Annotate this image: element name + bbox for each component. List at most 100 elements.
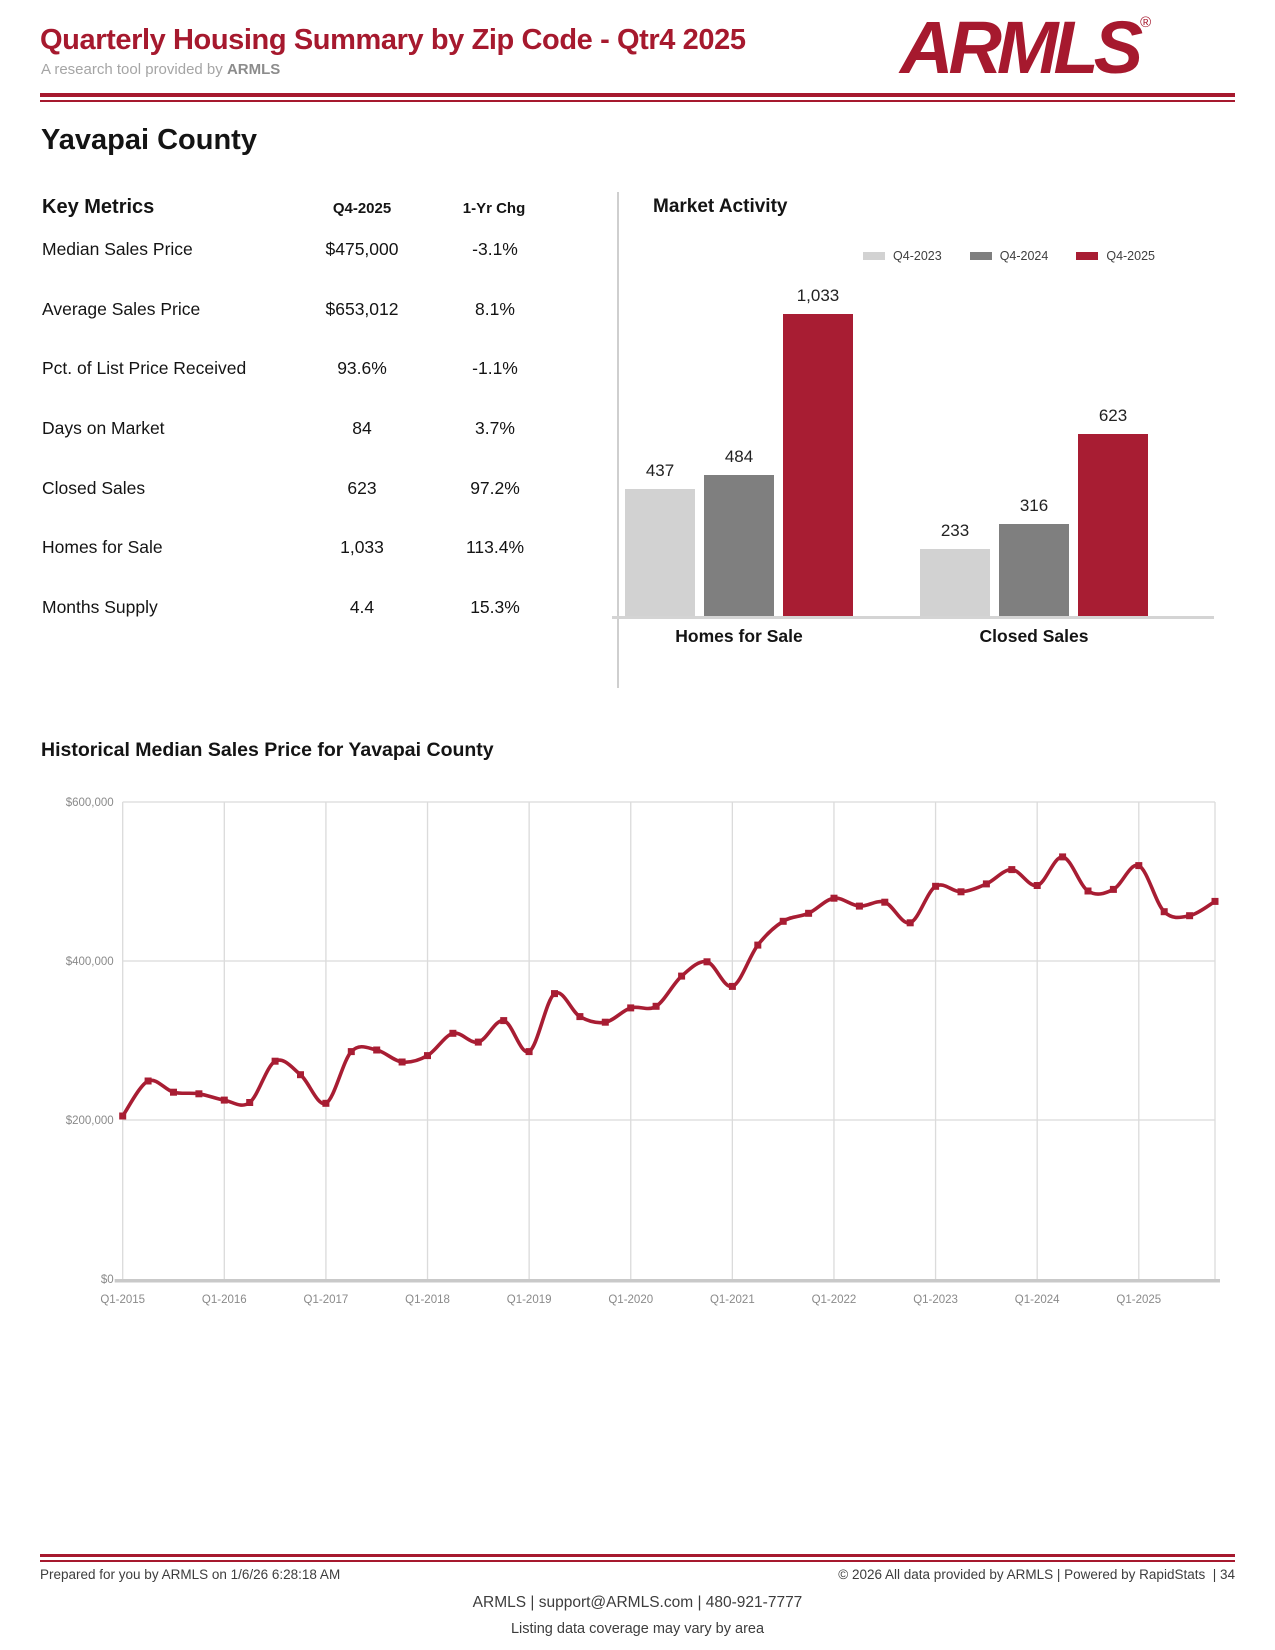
metric-row: Pct. of List Price Received 93.6% -1.1% xyxy=(42,358,548,418)
metric-value: 4.4 xyxy=(349,597,375,618)
market-activity-bar-chart: 437 484 1,033 Homes for Sale 233 316 623 Closed… xyxy=(612,270,1214,646)
data-point-marker xyxy=(855,902,863,910)
bar-value-label: 437 xyxy=(645,461,675,480)
data-point-marker xyxy=(500,1017,508,1025)
key-metrics-col-change: 1-Yr Chg xyxy=(462,200,526,217)
bar-chart-baseline xyxy=(612,616,1214,619)
metric-value: $653,012 xyxy=(325,298,399,319)
legend-swatch xyxy=(863,252,886,260)
metric-label: Average Sales Price xyxy=(42,298,201,319)
data-point-marker xyxy=(830,894,838,902)
metric-change: 3.7% xyxy=(475,418,515,439)
x-tick-label: Q1-2021 xyxy=(710,1294,755,1306)
bar-q4-2025 xyxy=(1078,434,1148,617)
key-metrics-col-period: Q4-2025 xyxy=(332,200,392,217)
bar-q4-2025 xyxy=(783,314,853,617)
data-point-marker xyxy=(932,882,940,890)
metric-label: Pct. of List Price Received xyxy=(42,358,247,379)
data-point-marker xyxy=(1211,897,1219,905)
report-title: Quarterly Housing Summary by Zip Code - … xyxy=(40,24,746,56)
metric-row: Closed Sales 623 97.2% xyxy=(42,478,548,538)
subtitle-brand: ARMLS xyxy=(226,61,281,78)
bar-category-label: Closed Sales xyxy=(979,626,1089,646)
y-tick-label: $200,000 xyxy=(66,1115,114,1127)
legend-item: Q4-2024 xyxy=(969,249,1049,263)
data-point-marker xyxy=(246,1099,254,1106)
key-metrics-title: Key Metrics xyxy=(42,196,155,218)
metric-value: 1,033 xyxy=(340,537,384,558)
data-point-marker xyxy=(449,1029,457,1037)
y-tick-label: $600,000 xyxy=(66,797,114,809)
footer-rule-thick xyxy=(40,1554,1235,1557)
metric-label: Days on Market xyxy=(42,418,165,439)
x-tick-label: Q1-2018 xyxy=(405,1294,450,1306)
x-tick-label: Q1-2016 xyxy=(202,1294,247,1306)
footer-copyright: © 2026 All data provided by ARMLS | Powe… xyxy=(838,1567,1235,1582)
bar-category-label: Homes for Sale xyxy=(675,626,803,646)
data-point-marker xyxy=(144,1077,152,1085)
footer-prepared: Prepared for you by ARMLS on 1/6/26 6:28… xyxy=(40,1567,341,1582)
data-point-marker xyxy=(957,888,965,896)
data-point-marker xyxy=(652,1002,660,1010)
metric-change: 8.1% xyxy=(475,298,515,319)
data-point-marker xyxy=(728,982,736,990)
x-tick-label: Q1-2025 xyxy=(1116,1294,1161,1306)
legend-swatch xyxy=(969,252,992,260)
metric-value: 84 xyxy=(352,418,372,439)
data-point-marker xyxy=(1186,912,1194,920)
metric-value: $475,000 xyxy=(325,239,399,259)
data-point-marker xyxy=(220,1096,228,1104)
data-point-marker xyxy=(627,1004,635,1012)
market-activity-legend: Q4-2023 Q4-2024 Q4-2025 xyxy=(620,249,1155,263)
data-point-marker xyxy=(322,1099,330,1107)
bar-value-label: 1,033 xyxy=(796,286,840,305)
legend-label: Q4-2024 xyxy=(999,249,1049,263)
data-point-marker xyxy=(982,880,990,888)
market-activity-title: Market Activity xyxy=(653,196,788,217)
metric-label: Median Sales Price xyxy=(42,239,193,259)
data-point-marker xyxy=(474,1038,482,1046)
bar-value-label: 623 xyxy=(1098,406,1128,425)
data-point-marker xyxy=(601,1018,609,1026)
data-point-marker xyxy=(1109,885,1117,893)
metric-row: Average Sales Price $653,012 8.1% xyxy=(42,299,548,359)
median-price-line xyxy=(120,855,1217,1118)
metric-row: Homes for Sale 1,033 113.4% xyxy=(42,537,548,597)
bar-q4-2023 xyxy=(625,489,695,617)
data-point-marker xyxy=(881,898,889,906)
metric-change: -1.1% xyxy=(472,358,518,379)
x-tick-label: Q1-2023 xyxy=(913,1294,958,1306)
data-point-marker xyxy=(1033,882,1041,889)
metric-value: 93.6% xyxy=(337,358,387,379)
metric-row: Median Sales Price $475,000 -3.1% xyxy=(42,239,548,299)
metric-row: Months Supply 4.4 15.3% xyxy=(42,597,548,657)
metric-label: Closed Sales xyxy=(42,477,146,498)
data-point-marker xyxy=(195,1090,203,1098)
armls-logo: ARMLS ® xyxy=(900,6,1160,90)
legend-item: Q4-2025 xyxy=(1076,249,1155,263)
metric-change: 15.3% xyxy=(470,597,520,618)
data-point-marker xyxy=(906,919,914,927)
key-metrics-table: Median Sales Price $475,000 -3.1% Average S… xyxy=(42,239,548,657)
bar-value-label: 233 xyxy=(940,521,970,540)
header-rule-thin xyxy=(40,100,1235,102)
data-point-marker xyxy=(119,1112,127,1120)
data-point-marker xyxy=(170,1088,177,1096)
data-point-marker xyxy=(551,990,558,998)
legend-label: Q4-2025 xyxy=(1106,249,1155,263)
data-point-marker xyxy=(678,972,686,980)
data-point-marker xyxy=(779,917,787,925)
armls-logo-text: ARMLS xyxy=(900,6,1143,89)
registered-trademark-icon: ® xyxy=(1140,14,1152,31)
metric-value: 623 xyxy=(347,477,377,498)
metric-label: Homes for Sale xyxy=(42,537,163,558)
x-tick-label: Q1-2020 xyxy=(608,1294,653,1306)
panel-divider xyxy=(617,192,619,688)
county-title: Yavapai County xyxy=(41,124,257,156)
bar-q4-2023 xyxy=(920,549,990,617)
data-point-marker xyxy=(373,1046,381,1054)
metric-row: Days on Market 84 3.7% xyxy=(42,418,548,478)
data-point-marker xyxy=(271,1057,279,1065)
bar-value-label: 316 xyxy=(1019,496,1049,515)
